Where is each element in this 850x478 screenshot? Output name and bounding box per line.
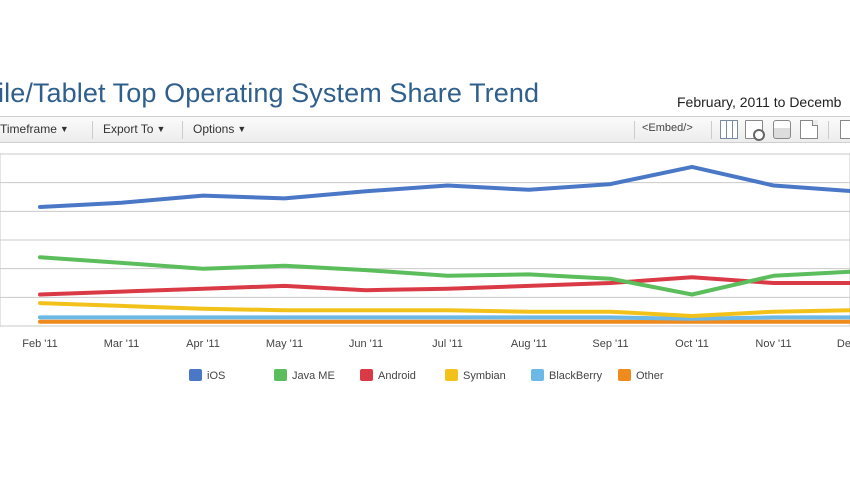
gridlines bbox=[0, 182, 850, 298]
legend-swatch bbox=[360, 369, 373, 381]
options-label: Options bbox=[193, 122, 235, 136]
legend-swatch bbox=[531, 369, 544, 381]
toolbar-divider bbox=[634, 121, 635, 139]
chart-legend: iOS Java ME Android Symbian BlackBerry Other bbox=[0, 366, 850, 386]
chevron-down-icon: ▼ bbox=[237, 124, 247, 134]
series-line-ios bbox=[38, 164, 850, 209]
x-tick-label: Apr '11 bbox=[186, 338, 220, 350]
legend-item-other[interactable]: Other bbox=[618, 369, 664, 382]
x-tick-label: Nov '11 bbox=[755, 338, 791, 350]
export-menu[interactable]: Export To ▼ bbox=[103, 122, 165, 136]
table-icon[interactable] bbox=[720, 120, 738, 139]
series-line-symbian bbox=[38, 301, 850, 318]
x-tick-label: May '11 bbox=[266, 338, 303, 350]
x-axis-ticks: Feb '11 Mar '11 Apr '11 May '11 Jun '11 Jul '… bbox=[22, 338, 850, 350]
legend-item-ios[interactable]: iOS bbox=[189, 369, 225, 382]
legend-swatch bbox=[618, 369, 631, 381]
more-icon[interactable] bbox=[840, 120, 850, 139]
line-chart: Feb '11 Mar '11 Apr '11 May '11 Jun '11 Jul '… bbox=[0, 153, 850, 350]
series-line-blackberry bbox=[38, 315, 850, 321]
embed-button[interactable]: <Embed/> bbox=[642, 122, 693, 134]
zoom-icon[interactable] bbox=[745, 120, 765, 141]
chart-toolbar: Timeframe ▼ Export To ▼ Options ▼ <Embed/> bbox=[0, 116, 850, 143]
toolbar-divider bbox=[711, 121, 712, 139]
options-menu[interactable]: Options ▼ bbox=[193, 122, 246, 136]
timeframe-menu[interactable]: Timeframe ▼ bbox=[0, 122, 69, 136]
chevron-down-icon: ▼ bbox=[59, 124, 69, 134]
legend-label: Symbian bbox=[463, 370, 506, 382]
document-icon[interactable] bbox=[800, 120, 818, 139]
date-range: February, 2011 to Decemb bbox=[677, 94, 842, 110]
chart-title: ile/Tablet Top Operating System Share Tr… bbox=[0, 78, 540, 108]
series-line-android bbox=[38, 275, 850, 297]
series-line-java-me bbox=[38, 255, 850, 297]
chevron-down-icon: ▼ bbox=[156, 124, 166, 134]
x-tick-label: Dec '11 bbox=[837, 338, 850, 350]
series-lines bbox=[38, 164, 850, 324]
legend-swatch bbox=[274, 369, 287, 381]
timeframe-label: Timeframe bbox=[0, 122, 57, 136]
legend-label: Java ME bbox=[292, 370, 335, 382]
legend-swatch bbox=[445, 369, 458, 381]
legend-item-java-me[interactable]: Java ME bbox=[274, 369, 335, 382]
toolbar-divider bbox=[182, 121, 183, 139]
legend-label: Other bbox=[636, 370, 664, 382]
legend-label: iOS bbox=[207, 370, 226, 382]
legend-item-android[interactable]: Android bbox=[360, 369, 416, 382]
legend-label: Android bbox=[378, 370, 416, 382]
legend-item-symbian[interactable]: Symbian bbox=[445, 369, 506, 382]
x-tick-label: Jul '11 bbox=[432, 338, 463, 350]
toolbar-divider bbox=[92, 121, 93, 139]
print-icon[interactable] bbox=[773, 120, 791, 139]
x-tick-label: Mar '11 bbox=[104, 338, 140, 350]
x-tick-label: Jun '11 bbox=[349, 338, 383, 350]
x-tick-label: Sep '11 bbox=[592, 338, 628, 350]
export-label: Export To bbox=[103, 122, 154, 136]
toolbar-divider bbox=[828, 121, 829, 139]
legend-swatch bbox=[189, 369, 202, 381]
x-tick-label: Feb '11 bbox=[22, 338, 58, 350]
legend-label: BlackBerry bbox=[549, 370, 603, 382]
legend-item-blackberry[interactable]: BlackBerry bbox=[531, 369, 602, 382]
x-tick-label: Aug '11 bbox=[511, 338, 547, 350]
x-tick-label: Oct '11 bbox=[675, 338, 709, 350]
